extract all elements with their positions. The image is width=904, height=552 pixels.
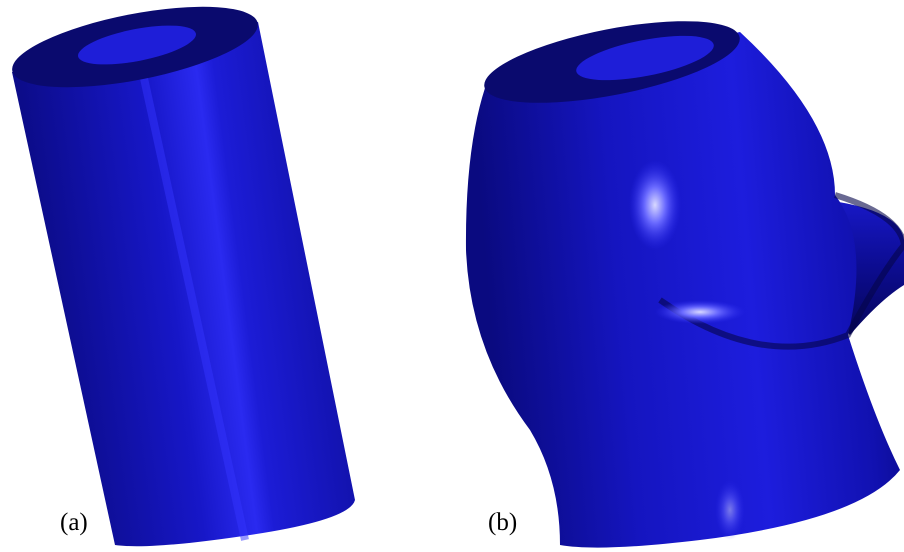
tube-b [466,5,904,548]
tube-a [6,0,355,546]
panel-label: (a) [60,509,88,536]
figure: (a) (b) [0,0,904,552]
page: (a) (b) (() => { const data = JSON.parse… [0,0,904,552]
panel-label: (b) [488,509,517,536]
